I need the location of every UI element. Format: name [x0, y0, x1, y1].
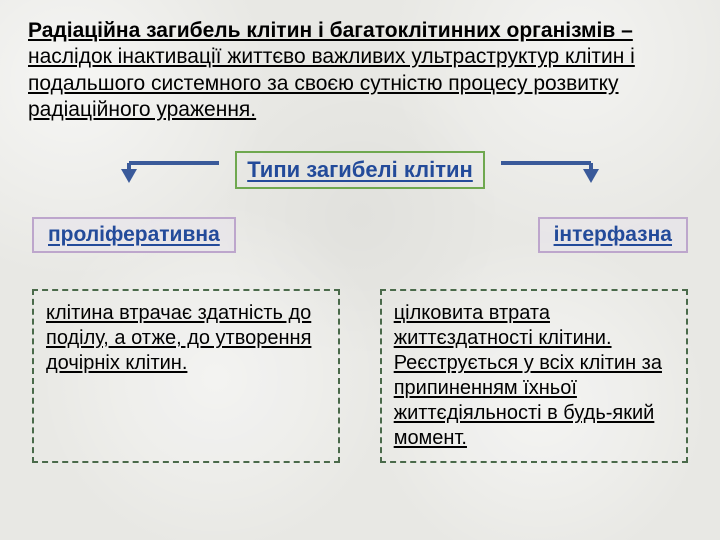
- right-description-text: цілковита втрата життєздатності клітини.…: [394, 302, 662, 449]
- types-title-box: Типи загибелі клітин: [235, 151, 485, 189]
- intro-bold: Радіаційна загибель клітин і багатокліти…: [28, 19, 633, 42]
- arrow-left-icon: [111, 155, 221, 185]
- types-row: Типи загибелі клітин: [28, 151, 692, 189]
- right-label-text: інтерфазна: [554, 223, 672, 246]
- descriptions-row: клітина втрачає здатність до поділу, а о…: [28, 289, 692, 463]
- left-description-box: клітина втрачає здатність до поділу, а о…: [32, 289, 340, 463]
- intro-paragraph: Радіаційна загибель клітин і багатокліти…: [28, 18, 692, 123]
- left-description-text: клітина втрачає здатність до поділу, а о…: [46, 302, 311, 374]
- arrow-right-icon: [499, 155, 609, 185]
- right-label-box: інтерфазна: [538, 217, 688, 253]
- intro-rest: наслідок інактивації життєво важливих ул…: [28, 45, 635, 121]
- types-title-text: Типи загибелі клітин: [247, 157, 473, 182]
- slide-content: Радіаційна загибель клітин і багатокліти…: [0, 0, 720, 540]
- labels-row: проліферативна інтерфазна: [28, 217, 692, 253]
- left-label-box: проліферативна: [32, 217, 236, 253]
- left-label-text: проліферативна: [48, 223, 220, 246]
- right-description-box: цілковита втрата життєздатності клітини.…: [380, 289, 688, 463]
